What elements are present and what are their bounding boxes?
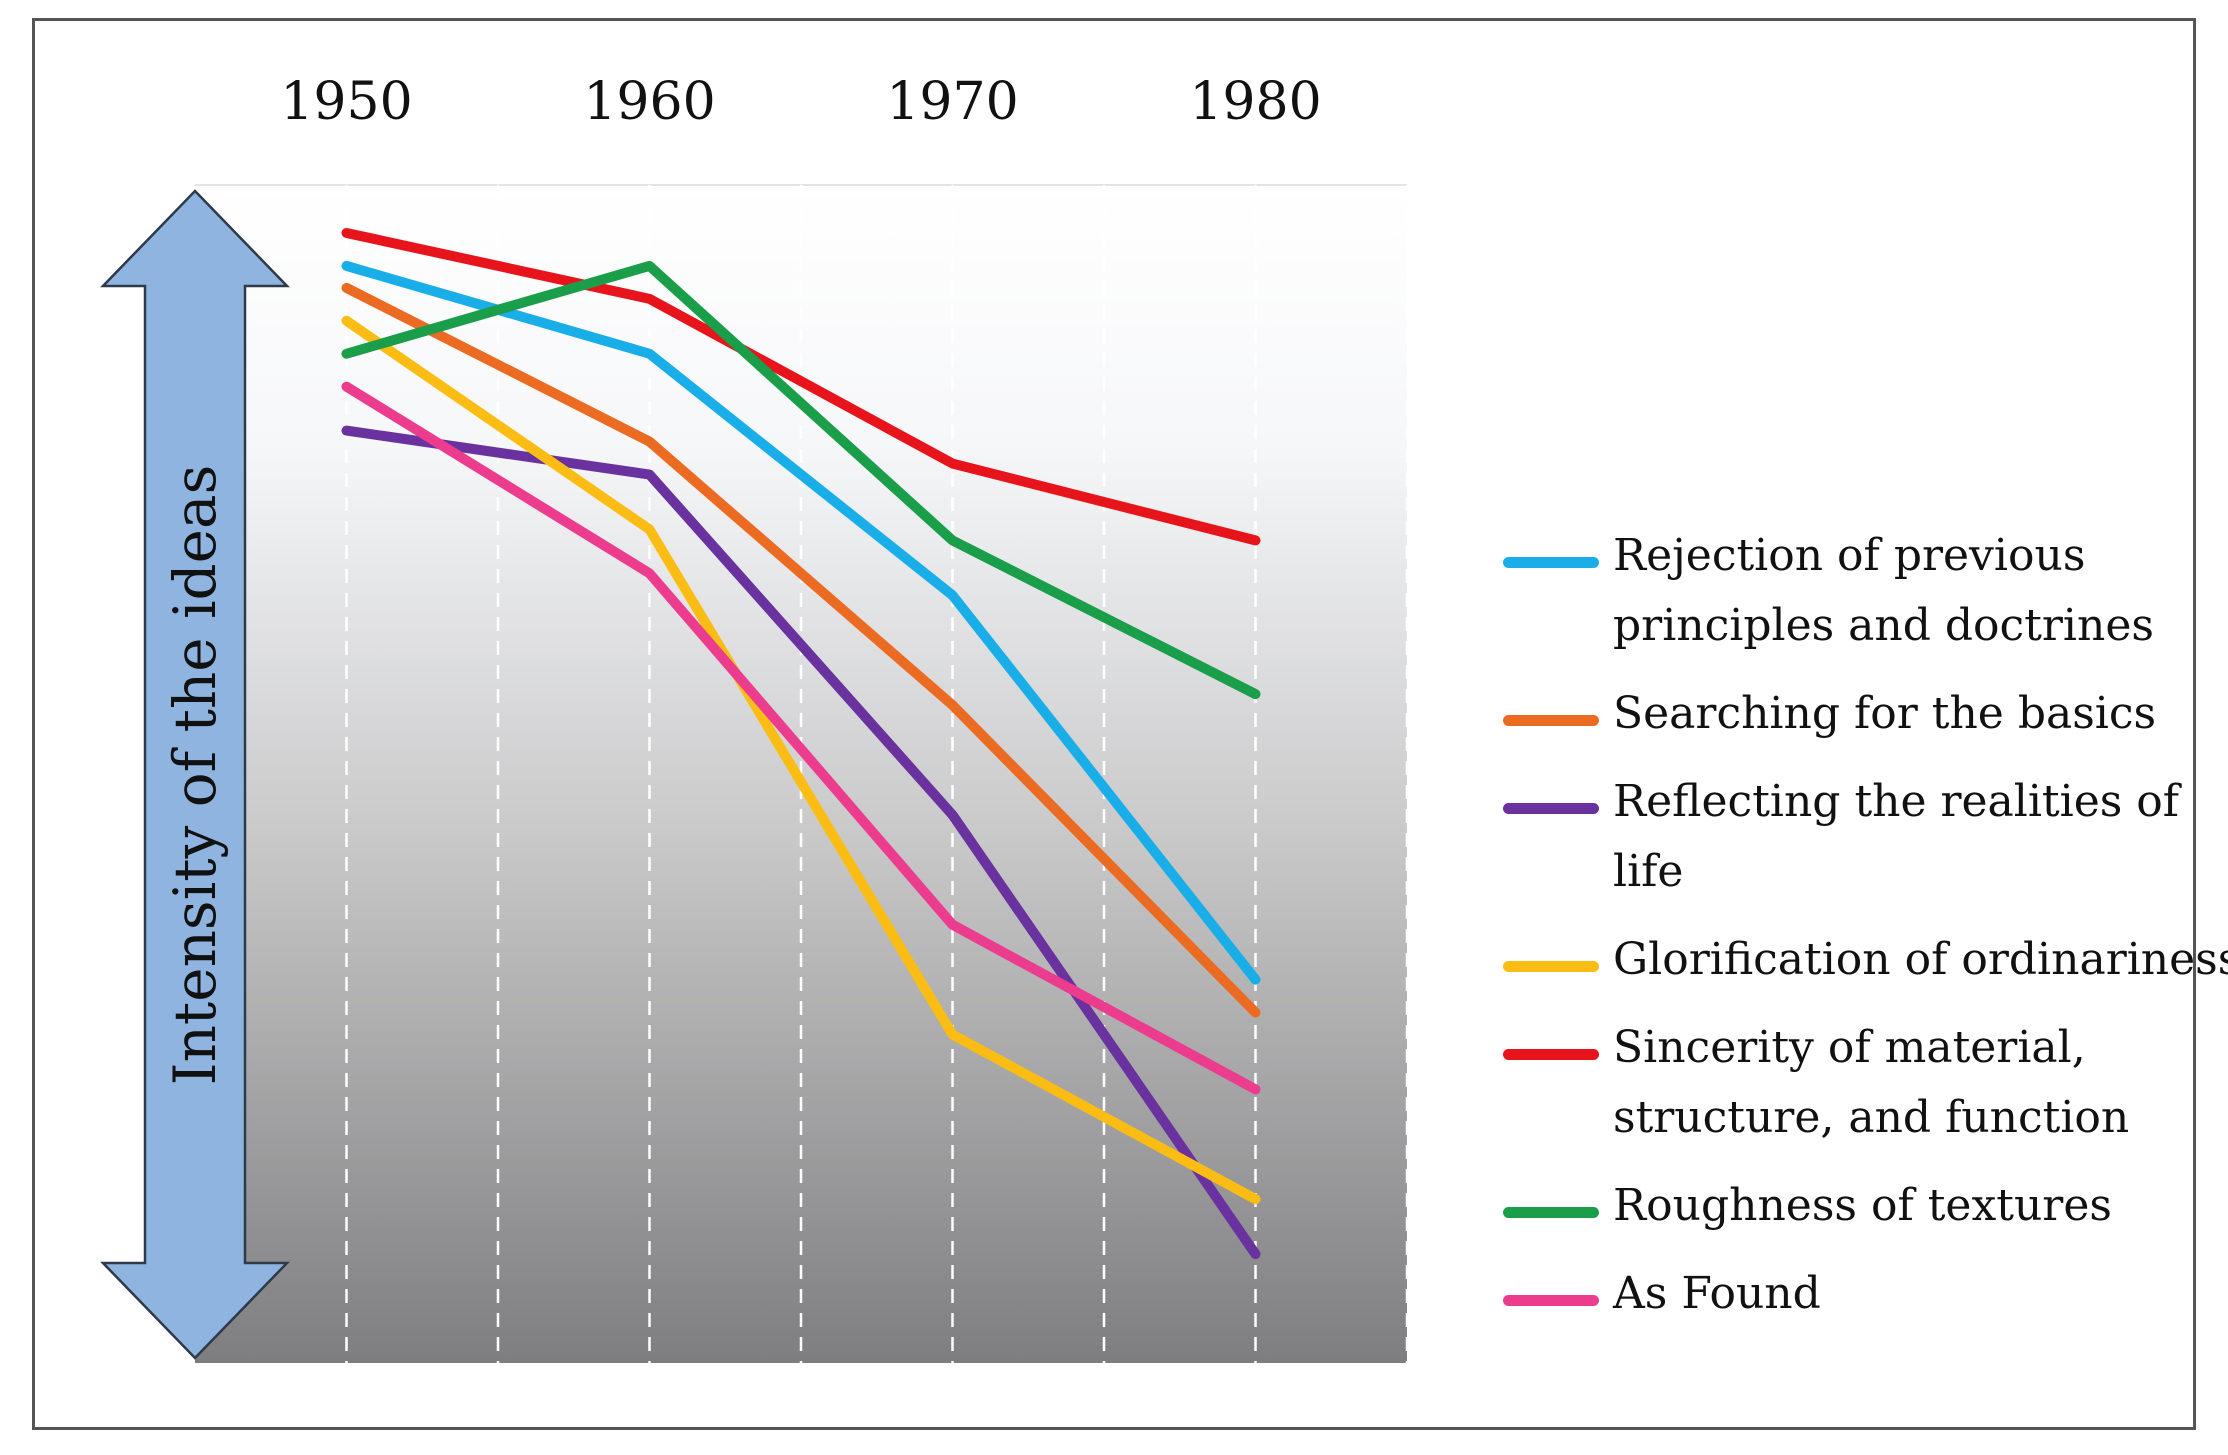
legend-item: As Found <box>1503 1259 2228 1329</box>
legend: Rejection of previous principles and doc… <box>1503 521 2228 1347</box>
legend-swatch <box>1503 961 1599 972</box>
series-lines <box>341 227 1261 1260</box>
legend-swatch <box>1503 1295 1599 1306</box>
legend-item: Roughness of textures <box>1503 1171 2228 1241</box>
legend-item: Rejection of previous principles and doc… <box>1503 521 2228 661</box>
legend-item: Searching for the basics <box>1503 679 2228 749</box>
legend-item: Reflecting the realities of life <box>1503 767 2228 907</box>
legend-label: Reflecting the realities of life <box>1613 776 2180 897</box>
legend-label: Rejection of previous principles and doc… <box>1613 530 2154 651</box>
legend-label: Sincerity of material, structure, and fu… <box>1613 1022 2130 1143</box>
line-chart: 1950 1960 1970 1980 Intensity of the ideas <box>100 72 1409 1363</box>
legend-label: Glorification of ordinariness <box>1613 934 2228 985</box>
x-tick-labels: 1950 1960 1970 1980 <box>280 72 1321 132</box>
series-line <box>341 282 1261 1018</box>
legend-label: As Found <box>1613 1268 1821 1319</box>
series-line <box>341 227 1261 546</box>
x-tick-label: 1980 <box>1189 72 1321 132</box>
legend-swatch <box>1503 557 1599 568</box>
series-line <box>341 260 1261 700</box>
series-line <box>341 425 1261 1260</box>
legend-swatch <box>1503 803 1599 814</box>
legend-label: Roughness of textures <box>1613 1180 2112 1231</box>
x-tick-label: 1970 <box>886 72 1018 132</box>
legend-swatch <box>1503 1207 1599 1218</box>
double-arrow-icon <box>100 189 290 1360</box>
x-tick-label: 1950 <box>280 72 412 132</box>
legend-swatch <box>1503 1049 1599 1060</box>
legend-item: Glorification of ordinariness <box>1503 925 2228 995</box>
legend-swatch <box>1503 715 1599 726</box>
figure-frame: 1950 1960 1970 1980 Intensity of the ideas … <box>32 18 2228 1430</box>
y-axis-label: Intensity of the ideas <box>161 465 229 1086</box>
legend-item: Sincerity of material, structure, and fu… <box>1503 1013 2228 1153</box>
series-line <box>341 381 1261 1095</box>
y-axis-double-arrow: Intensity of the ideas <box>100 189 290 1360</box>
series-line <box>341 315 1261 1205</box>
legend-label: Searching for the basics <box>1613 688 2157 739</box>
x-tick-label: 1960 <box>583 72 715 132</box>
